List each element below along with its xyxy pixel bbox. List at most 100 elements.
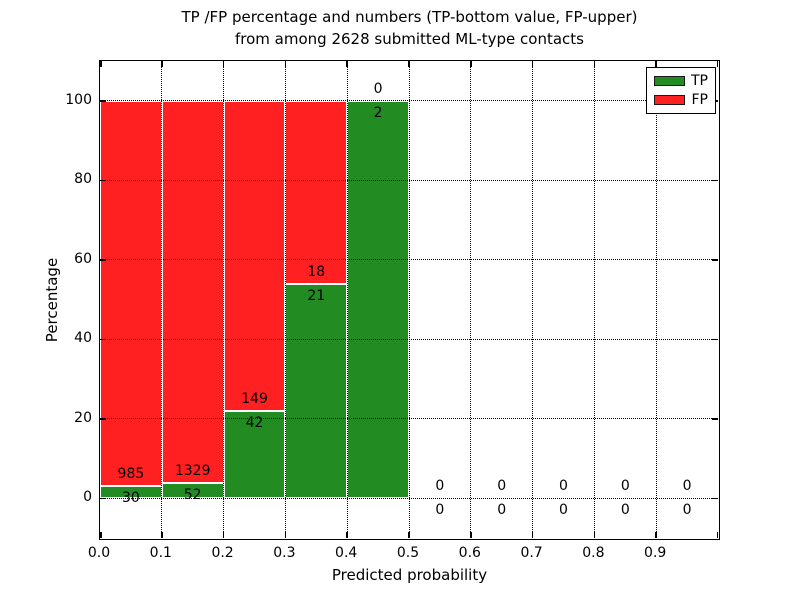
x-gridline bbox=[532, 61, 534, 538]
tp-count-label: 2 bbox=[373, 104, 383, 121]
tp-count-label: 21 bbox=[307, 288, 326, 305]
x-tick bbox=[161, 532, 163, 538]
fp-count-label: 0 bbox=[620, 478, 630, 495]
fp-count-label: 0 bbox=[435, 478, 445, 495]
y-tick bbox=[100, 338, 106, 340]
x-tick-label: 0.2 bbox=[211, 545, 234, 561]
x-tick bbox=[531, 61, 534, 67]
legend-item-tp: TP bbox=[654, 73, 708, 89]
x-tick bbox=[161, 61, 163, 67]
chart-title-line2: from among 2628 submitted ML-type contac… bbox=[235, 30, 584, 48]
x-tick bbox=[222, 532, 225, 538]
tp-count-label: 0 bbox=[435, 502, 445, 519]
tp-bar-segment bbox=[347, 100, 409, 499]
x-tick bbox=[346, 532, 348, 538]
x-gridline bbox=[408, 61, 410, 538]
y-tick bbox=[712, 259, 718, 261]
x-tick-label: 0.5 bbox=[396, 545, 420, 561]
fp-count-label: 0 bbox=[682, 478, 692, 495]
x-tick-label: 0.0 bbox=[87, 545, 111, 561]
y-gridline bbox=[100, 418, 718, 420]
y-tick bbox=[100, 418, 106, 420]
y-tick bbox=[712, 418, 718, 420]
x-gridline bbox=[655, 61, 657, 538]
x-gridline bbox=[223, 61, 225, 538]
x-tick bbox=[470, 532, 472, 538]
x-gridline bbox=[593, 61, 595, 538]
chart-title-line1: TP /FP percentage and numbers (TP-bottom… bbox=[181, 8, 638, 26]
y-tick bbox=[100, 259, 106, 261]
fp-legend-swatch-icon bbox=[654, 95, 685, 105]
legend: TP FP bbox=[646, 67, 716, 114]
x-tick bbox=[716, 61, 718, 67]
fp-bar-segment bbox=[161, 100, 224, 484]
legend-item-fp: FP bbox=[654, 92, 708, 108]
x-tick bbox=[284, 532, 287, 538]
fp-bar-segment bbox=[223, 100, 286, 411]
x-axis-label: Predicted probability bbox=[331, 566, 488, 584]
x-tick bbox=[284, 61, 287, 67]
x-tick-label: 0.4 bbox=[335, 545, 358, 561]
x-tick-label: 0.6 bbox=[458, 545, 481, 561]
x-tick bbox=[100, 532, 102, 538]
tp-count-label: 30 bbox=[121, 490, 140, 507]
y-tick-label: 0 bbox=[83, 489, 92, 506]
tp-count-label: 0 bbox=[559, 502, 568, 519]
x-tick bbox=[531, 532, 534, 538]
y-tick-label: 40 bbox=[74, 330, 92, 347]
x-tick-label: 0.7 bbox=[520, 545, 543, 561]
fp-legend-label: FP bbox=[691, 92, 709, 108]
tp-legend-label: TP bbox=[691, 73, 708, 89]
x-tick bbox=[593, 532, 596, 538]
y-gridline bbox=[100, 259, 718, 261]
x-tick bbox=[593, 61, 596, 67]
fp-bar-segment bbox=[100, 100, 162, 487]
x-tick bbox=[408, 532, 410, 538]
fp-count-label: 0 bbox=[373, 80, 383, 97]
x-tick bbox=[716, 532, 718, 538]
y-tick bbox=[712, 338, 718, 340]
y-gridline bbox=[100, 100, 718, 102]
y-gridline bbox=[100, 179, 718, 181]
y-tick bbox=[712, 179, 718, 181]
x-gridline bbox=[346, 61, 348, 538]
x-tick-label: 0.3 bbox=[273, 545, 296, 561]
tp-count-label: 52 bbox=[183, 487, 202, 504]
y-tick bbox=[100, 497, 106, 499]
x-tick bbox=[655, 61, 657, 67]
x-tick bbox=[470, 61, 472, 67]
fp-count-label: 18 bbox=[307, 264, 326, 281]
chart-title: TP /FP percentage and numbers (TP-bottom… bbox=[99, 6, 720, 50]
tp-bar-segment bbox=[285, 284, 348, 499]
x-tick bbox=[222, 61, 225, 67]
x-tick bbox=[346, 61, 348, 67]
tp-bar-segment bbox=[223, 410, 286, 499]
x-tick-label: 0.9 bbox=[644, 545, 667, 561]
fp-count-label: 1329 bbox=[174, 463, 211, 480]
y-tick bbox=[712, 497, 718, 499]
y-tick-label: 80 bbox=[74, 171, 92, 188]
x-gridline bbox=[284, 61, 286, 538]
y-tick-label: 60 bbox=[74, 250, 92, 267]
fp-count-label: 0 bbox=[497, 478, 507, 495]
plot-area: 985 30 1329 52 149 42 18 21 0 2 0 0 0 0 0 0 0 0 0 0 bbox=[99, 60, 720, 540]
x-tick bbox=[655, 532, 657, 538]
x-tick bbox=[100, 61, 102, 67]
x-gridline bbox=[470, 61, 472, 538]
x-gridline bbox=[161, 61, 163, 538]
y-tick bbox=[100, 179, 106, 181]
y-tick-label: 100 bbox=[65, 91, 92, 108]
fp-count-label: 985 bbox=[117, 466, 145, 483]
y-tick-label: 20 bbox=[74, 409, 92, 426]
x-tick-label: 0.1 bbox=[149, 545, 172, 561]
fp-bar-segment bbox=[285, 100, 348, 285]
tp-count-label: 0 bbox=[497, 502, 507, 519]
x-tick-label: 0.8 bbox=[582, 545, 605, 561]
tp-count-label: 42 bbox=[245, 414, 264, 431]
tp-count-label: 0 bbox=[620, 502, 630, 519]
tp-legend-swatch-icon bbox=[654, 76, 685, 86]
y-gridline bbox=[100, 497, 718, 499]
tp-count-label: 0 bbox=[682, 502, 692, 519]
y-tick bbox=[100, 100, 106, 102]
